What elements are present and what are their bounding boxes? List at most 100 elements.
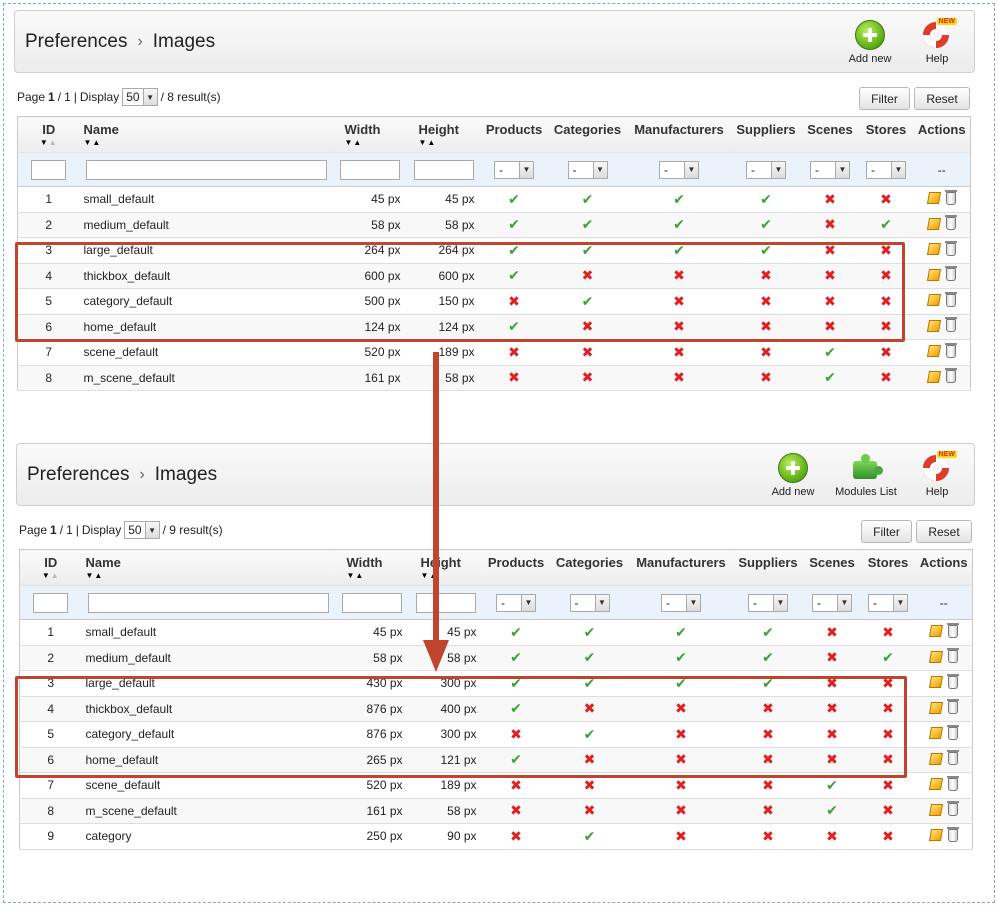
check-icon[interactable]: ✔ bbox=[824, 343, 836, 360]
filter-select-suppliers[interactable]: - ▼ bbox=[746, 160, 786, 179]
table-row[interactable]: 9 category 250 px 90 px ✖ ✔ ✖ ✖ ✖ ✖ bbox=[19, 823, 973, 850]
add-new-button[interactable]: Add new bbox=[845, 20, 895, 65]
check-icon[interactable]: ✔ bbox=[583, 827, 596, 844]
check-icon[interactable]: ✔ bbox=[760, 216, 772, 233]
cross-icon[interactable]: ✖ bbox=[760, 369, 772, 386]
table-row[interactable]: 4 thickbox_default 600 px 600 px ✔ ✖ ✖ ✖ ✖ ✖ bbox=[17, 263, 971, 289]
table-row[interactable]: 5 category_default 500 px 150 px ✖ ✔ ✖ ✖ ✖ ✖ bbox=[17, 288, 971, 315]
cross-icon[interactable]: ✖ bbox=[762, 751, 774, 768]
check-icon[interactable]: ✔ bbox=[826, 776, 838, 793]
edit-icon[interactable] bbox=[928, 727, 943, 739]
check-icon[interactable]: ✔ bbox=[583, 649, 596, 666]
cross-icon[interactable]: ✖ bbox=[880, 241, 892, 258]
check-icon[interactable]: ✔ bbox=[581, 216, 594, 233]
cross-icon[interactable]: ✖ bbox=[510, 802, 522, 819]
cross-icon[interactable]: ✖ bbox=[508, 369, 520, 386]
trash-icon[interactable] bbox=[946, 622, 959, 638]
check-icon[interactable]: ✔ bbox=[760, 241, 772, 258]
cross-icon[interactable]: ✖ bbox=[826, 725, 838, 742]
edit-icon[interactable] bbox=[928, 701, 943, 714]
filter-select-categories[interactable]: - ▼ bbox=[569, 593, 610, 612]
cross-icon[interactable]: ✖ bbox=[762, 776, 774, 793]
cross-icon[interactable]: ✖ bbox=[581, 267, 594, 284]
cross-icon[interactable]: ✖ bbox=[510, 725, 522, 742]
cross-icon[interactable]: ✖ bbox=[826, 623, 838, 640]
cross-icon[interactable]: ✖ bbox=[762, 700, 774, 717]
cross-icon[interactable]: ✖ bbox=[824, 318, 836, 335]
cross-icon[interactable]: ✖ bbox=[760, 318, 772, 335]
trash-icon[interactable] bbox=[944, 240, 957, 256]
trash-icon[interactable] bbox=[946, 699, 959, 714]
edit-icon[interactable] bbox=[926, 319, 941, 332]
check-icon[interactable]: ✔ bbox=[510, 700, 522, 717]
cross-icon[interactable]: ✖ bbox=[675, 725, 687, 742]
cross-icon[interactable]: ✖ bbox=[824, 241, 836, 258]
cross-icon[interactable]: ✖ bbox=[581, 369, 594, 386]
trash-icon[interactable] bbox=[946, 648, 959, 663]
filter-select-manufacturers[interactable]: - ▼ bbox=[661, 593, 701, 612]
table-row[interactable]: 1 small_default 45 px 45 px ✔ ✔ ✔ ✔ ✖ ✖ bbox=[17, 186, 971, 213]
filter-input-name[interactable] bbox=[87, 592, 329, 613]
filter-select-stores[interactable]: - ▼ bbox=[866, 160, 906, 179]
cross-icon[interactable]: ✖ bbox=[826, 827, 838, 844]
check-icon[interactable]: ✔ bbox=[675, 674, 687, 691]
cross-icon[interactable]: ✖ bbox=[824, 190, 836, 207]
cross-icon[interactable]: ✖ bbox=[762, 827, 774, 844]
filter-input-id[interactable] bbox=[31, 159, 67, 180]
check-icon[interactable]: ✔ bbox=[762, 649, 774, 666]
sort-arrows-icon[interactable]: ▼▲ bbox=[39, 138, 58, 147]
cross-icon[interactable]: ✖ bbox=[882, 751, 894, 768]
cross-icon[interactable]: ✖ bbox=[760, 343, 772, 360]
check-icon[interactable]: ✔ bbox=[510, 674, 522, 691]
edit-icon[interactable] bbox=[926, 243, 941, 255]
trash-icon[interactable] bbox=[944, 342, 957, 358]
check-icon[interactable]: ✔ bbox=[581, 292, 594, 309]
cross-icon[interactable]: ✖ bbox=[673, 267, 685, 284]
check-icon[interactable]: ✔ bbox=[762, 623, 774, 640]
filter-button[interactable]: Filter bbox=[861, 520, 912, 543]
cross-icon[interactable]: ✖ bbox=[510, 827, 522, 844]
check-icon[interactable]: ✔ bbox=[673, 190, 685, 207]
edit-icon[interactable] bbox=[926, 370, 941, 383]
filter-input-width[interactable] bbox=[341, 592, 402, 613]
edit-icon[interactable] bbox=[928, 676, 943, 688]
trash-icon[interactable] bbox=[946, 673, 959, 689]
breadcrumb-item-preferences[interactable]: Preferences bbox=[27, 464, 130, 485]
cross-icon[interactable]: ✖ bbox=[824, 216, 836, 233]
cross-icon[interactable]: ✖ bbox=[882, 827, 894, 844]
trash-icon[interactable] bbox=[944, 266, 957, 281]
edit-icon[interactable] bbox=[928, 752, 943, 765]
trash-icon[interactable] bbox=[944, 215, 957, 230]
cross-icon[interactable]: ✖ bbox=[824, 267, 836, 284]
cross-icon[interactable]: ✖ bbox=[508, 343, 520, 360]
sort-arrows-icon[interactable]: ▼▲ bbox=[420, 571, 439, 580]
trash-icon[interactable] bbox=[946, 750, 959, 765]
edit-icon[interactable] bbox=[928, 803, 943, 816]
check-icon[interactable]: ✔ bbox=[675, 649, 687, 666]
sort-arrows-icon[interactable]: ▼▲ bbox=[344, 138, 363, 147]
check-icon[interactable]: ✔ bbox=[673, 216, 685, 233]
cross-icon[interactable]: ✖ bbox=[880, 190, 892, 207]
cross-icon[interactable]: ✖ bbox=[882, 802, 894, 819]
filter-select-scenes[interactable]: - ▼ bbox=[812, 593, 852, 612]
table-row[interactable]: 3 large_default 430 px 300 px ✔ ✔ ✔ ✔ ✖ ✖ bbox=[19, 670, 973, 697]
cross-icon[interactable]: ✖ bbox=[882, 623, 894, 640]
cross-icon[interactable]: ✖ bbox=[882, 725, 894, 742]
edit-icon[interactable] bbox=[928, 650, 943, 663]
check-icon[interactable]: ✔ bbox=[880, 216, 892, 233]
check-icon[interactable]: ✔ bbox=[508, 318, 520, 335]
add-new-button[interactable]: Add new bbox=[766, 453, 820, 498]
check-icon[interactable]: ✔ bbox=[510, 623, 522, 640]
cross-icon[interactable]: ✖ bbox=[673, 369, 685, 386]
help-button[interactable]: NEW Help bbox=[915, 451, 959, 498]
check-icon[interactable]: ✔ bbox=[508, 190, 520, 207]
check-icon[interactable]: ✔ bbox=[508, 241, 520, 258]
trash-icon[interactable] bbox=[944, 189, 957, 205]
table-row[interactable]: 7 scene_default 520 px 189 px ✖ ✖ ✖ ✖ ✔ ✖ bbox=[19, 772, 973, 799]
cross-icon[interactable]: ✖ bbox=[826, 700, 838, 717]
cross-icon[interactable]: ✖ bbox=[583, 700, 596, 717]
table-row[interactable]: 3 large_default 264 px 264 px ✔ ✔ ✔ ✔ ✖ ✖ bbox=[17, 237, 971, 264]
check-icon[interactable]: ✔ bbox=[760, 190, 772, 207]
check-icon[interactable]: ✔ bbox=[583, 725, 596, 742]
check-icon[interactable]: ✔ bbox=[508, 267, 520, 284]
